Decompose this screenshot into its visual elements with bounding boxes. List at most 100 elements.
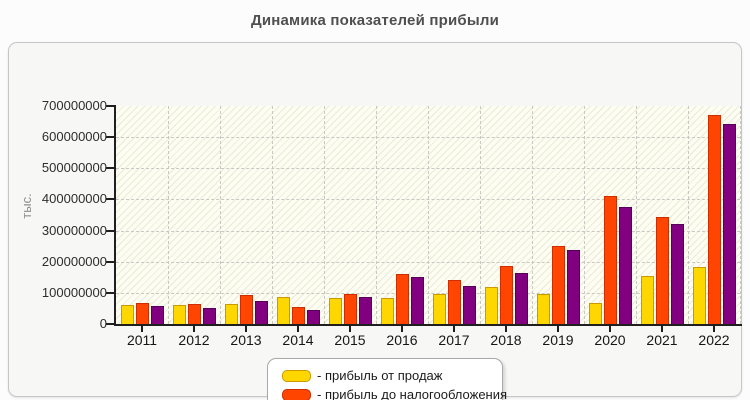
x-axis-tick-label: 2018 [490,332,522,348]
y-axis-tick-label: 0 [99,316,107,331]
x-axis-tick [557,326,559,332]
bar-pretax-profit-2018 [499,265,513,324]
bar-group-2018 [480,265,532,324]
bar-sales-profit-2021 [640,275,654,324]
bar-sales-profit-2016 [380,298,394,324]
y-axis-tick-label: 500000000 [41,160,107,176]
x-axis-tick-label: 2017 [438,332,470,348]
x-axis-tick [297,326,299,332]
gridline-vertical [636,106,637,324]
x-axis-tick-label: 2022 [698,332,730,348]
gridline-vertical [376,106,377,324]
bar-sales-profit-2012 [172,304,186,324]
x-axis-tick [453,326,455,332]
bar-pretax-profit-2013 [239,295,253,324]
gridline-vertical [584,106,585,324]
bar-net-profit-2022 [722,124,736,324]
y-axis-tick-label: 600000000 [41,129,107,145]
bar-group-2012 [168,304,220,324]
gridline-vertical [324,106,325,324]
bar-net-profit-2011 [150,306,164,324]
x-axis-tick [661,326,663,332]
y-axis-tick-label: 300000000 [41,222,107,238]
x-axis-tick-label: 2019 [542,332,574,348]
x-axis-tick-label: 2012 [178,332,210,348]
y-axis-tick [106,323,114,325]
gridline-vertical [220,106,221,324]
bar-pretax-profit-2019 [551,246,565,324]
gridline-vertical [532,106,533,324]
bar-net-profit-2016 [410,276,424,324]
y-axis-tick-label: 400000000 [41,191,107,207]
bar-sales-profit-2013 [224,304,238,324]
bar-net-profit-2019 [566,249,580,324]
bar-net-profit-2017 [462,285,476,324]
bar-group-2019 [532,246,584,324]
bar-sales-profit-2018 [484,286,498,324]
x-axis-tick-label: 2015 [334,332,366,348]
bar-group-2014 [272,296,324,324]
x-axis-tick [713,326,715,332]
legend-label: - прибыль от продаж [317,368,443,383]
chart-panel: тыс. 0 100000000 200000000 300000000 4000000… [8,42,742,400]
bar-sales-profit-2011 [120,305,134,324]
bar-group-2017 [428,279,480,324]
plot-area [116,106,741,324]
y-axis-tick [106,105,114,107]
bar-net-profit-2014 [306,310,320,324]
bar-pretax-profit-2021 [655,217,669,324]
bar-net-profit-2018 [514,273,528,324]
legend-item-pretax-profit: - прибыль до налогообложения [282,387,507,400]
x-axis-tick-label: 2013 [230,332,262,348]
bar-group-2016 [376,274,428,324]
bar-net-profit-2021 [670,224,684,324]
bar-net-profit-2015 [358,296,372,324]
legend-item-sales-profit: - прибыль от продаж [282,368,494,383]
x-axis-tick [505,326,507,332]
bar-net-profit-2013 [254,300,268,324]
x-axis-line [114,324,742,326]
x-axis-tick [609,326,611,332]
y-axis-tick [106,198,114,201]
x-axis-tick-label: 2016 [386,332,418,348]
bar-group-2011 [116,303,168,324]
bar-pretax-profit-2011 [135,303,149,324]
bar-pretax-profit-2017 [447,279,461,324]
gridline-vertical [168,106,169,324]
chart-title: Динамика показателей прибыли [250,12,500,29]
bar-pretax-profit-2022 [707,114,721,324]
gridline-vertical [480,106,481,324]
bar-group-2021 [636,217,688,324]
bar-pretax-profit-2012 [187,304,201,324]
legend-swatch-sales-profit [282,369,311,382]
y-axis-tick [106,291,114,294]
gridline-vertical [272,106,273,324]
y-axis-tick [106,136,114,139]
bar-pretax-profit-2015 [343,293,357,324]
bar-pretax-profit-2014 [291,306,305,324]
bar-sales-profit-2019 [536,293,550,324]
bar-sales-profit-2020 [588,302,602,324]
x-axis-tick [349,326,351,332]
bar-sales-profit-2014 [276,296,290,324]
x-axis-tick-label: 2011 [126,332,158,348]
x-axis-tick-label: 2014 [282,332,314,348]
y-axis-tick-label: 200000000 [41,253,107,269]
bar-net-profit-2020 [618,206,632,324]
legend-swatch-pretax-profit [282,388,311,400]
bar-group-2020 [584,196,636,324]
y-axis-tick [106,260,114,263]
x-axis-tick [193,326,195,332]
legend-label: - прибыль до налогообложения [317,387,508,400]
bar-net-profit-2012 [202,308,216,324]
gridline-vertical [688,106,689,324]
bar-group-2013 [220,295,272,324]
bar-pretax-profit-2016 [395,274,409,324]
bar-pretax-profit-2020 [603,196,617,324]
bar-sales-profit-2015 [328,297,342,324]
gridline-vertical [740,106,741,324]
y-axis-line [114,105,116,326]
y-axis-tick [106,167,114,170]
gridline-vertical [428,106,429,324]
